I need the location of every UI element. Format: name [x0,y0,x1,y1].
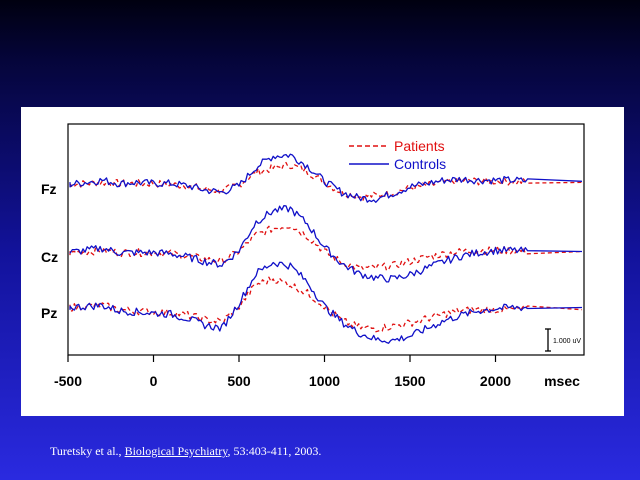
x-tick-label: 500 [227,373,251,389]
erp-waveform-chart: Fz Cz Pz -500 0 500 1000 1500 2000 msec Patients… [41,123,585,389]
plot-frame [67,123,585,356]
channel-label-cz: Cz [41,249,58,265]
erp-chart-panel: Fz Cz Pz -500 0 500 1000 1500 2000 msec Patients… [21,107,624,416]
channel-label-pz: Pz [41,305,57,321]
trace-cz-controls [69,205,583,283]
x-axis-unit-label: msec [544,373,580,389]
x-tick-label: -500 [54,373,82,389]
trace-pz-patients [69,276,583,333]
trace-fz-patients [69,161,583,201]
scale-bar-label: 1.000 uV [553,338,581,345]
citation-authors: Turetsky et al., [50,444,125,458]
x-tick-label: 0 [150,373,158,389]
trace-fz-controls [69,153,583,203]
x-tick-label: 1500 [394,373,425,389]
channel-label-fz: Fz [41,181,57,197]
citation-journal: Biological Psychiatry [124,444,228,458]
trace-pz-controls [69,261,583,344]
legend-controls-label: Controls [394,156,446,172]
legend-patients-label: Patients [394,138,445,154]
x-tick-label: 2000 [480,373,511,389]
amplitude-scale-bar: 1.000 uV [545,328,581,352]
citation: Turetsky et al., Biological Psychiatry, … [50,444,321,459]
chart-legend: Patients Controls [349,138,446,172]
trace-cz-patients [69,225,583,272]
x-tick-label: 1000 [309,373,340,389]
citation-details: , 53:403-411, 2003. [227,444,322,458]
